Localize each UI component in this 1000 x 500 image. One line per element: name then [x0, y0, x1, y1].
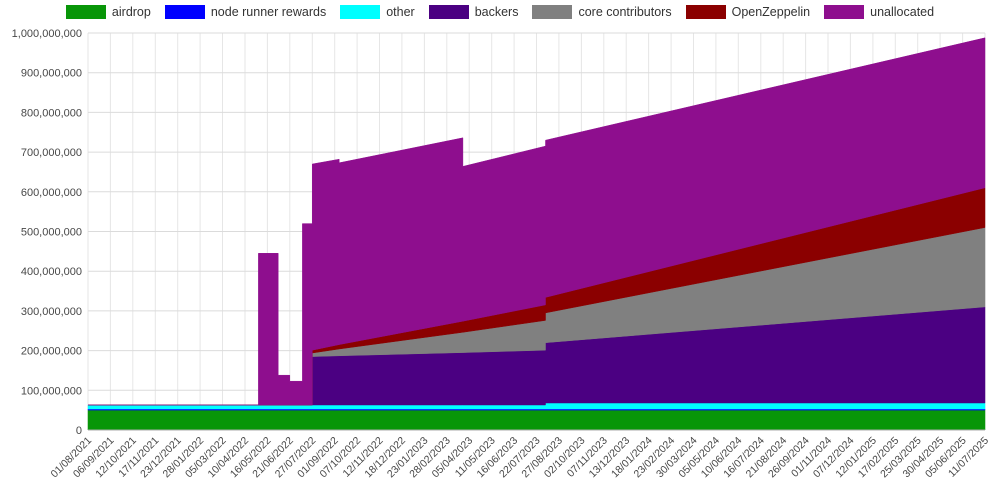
legend-swatch — [824, 5, 865, 19]
legend-swatch — [164, 5, 205, 19]
legend-label: OpenZeppelin — [731, 4, 811, 19]
area-unallocated — [88, 37, 986, 406]
legend-label: backers — [474, 4, 519, 19]
legend-label: airdrop — [111, 4, 151, 19]
legend-label: core contributors — [578, 4, 672, 19]
legend-swatch — [685, 5, 726, 19]
legend-swatch — [532, 5, 573, 19]
area-airdrop — [87, 409, 986, 431]
legend-item-other[interactable]: other — [340, 5, 415, 19]
y-axis-label: 100,000,000 — [21, 385, 82, 397]
legend-item-unallocated[interactable]: unallocated — [824, 5, 934, 19]
chart-legend: airdrop node runner rewards other backers co… — [0, 5, 1000, 19]
legend-swatch — [65, 5, 106, 19]
legend-item-core-contributors[interactable]: core contributors — [532, 4, 672, 19]
legend-item-backers[interactable]: backers — [428, 4, 519, 19]
y-axis-label: 300,000,000 — [21, 306, 82, 318]
y-axis-label: 200,000,000 — [21, 346, 82, 358]
legend-swatch — [428, 5, 469, 19]
y-axis-label: 600,000,000 — [21, 187, 82, 199]
legend-item-openzeppelin[interactable]: OpenZeppelin — [685, 4, 811, 19]
y-axis-label: 700,000,000 — [21, 147, 82, 159]
legend-label: other — [386, 4, 415, 19]
legend-item-node-runner-rewards[interactable]: node runner rewards — [164, 4, 327, 19]
y-axis-label: 0 — [76, 425, 82, 437]
y-axis-label: 900,000,000 — [21, 68, 82, 80]
y-axis-label: 500,000,000 — [21, 227, 82, 239]
legend-swatch — [340, 5, 381, 19]
legend-label: node runner rewards — [210, 4, 327, 19]
legend-item-airdrop[interactable]: airdrop — [65, 4, 151, 19]
y-axis-label: 800,000,000 — [21, 107, 82, 119]
y-axis-label: 1,000,000,000 — [12, 28, 82, 40]
y-axis-label: 400,000,000 — [21, 266, 82, 278]
legend-label: unallocated — [870, 4, 935, 19]
